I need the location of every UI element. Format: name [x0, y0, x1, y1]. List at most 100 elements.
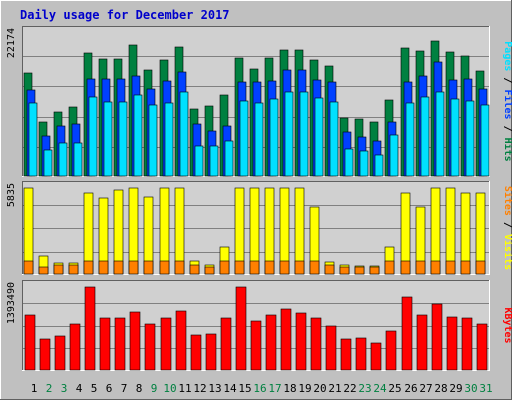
bar-kbytes-day-1: [24, 314, 36, 371]
legend-separator: /: [502, 216, 512, 234]
legend-sites: Sites: [502, 186, 512, 216]
kbytes-panel: 1393490 KBytes: [6, 280, 512, 371]
bar-pages-day-1: [28, 102, 38, 177]
bar-sites-day-6: [98, 260, 109, 275]
bar-pages-day-26: [405, 102, 415, 177]
x-tick-label-day-22: 22: [343, 382, 356, 395]
x-tick-label-day-13: 13: [208, 382, 221, 395]
bar-sites-day-14: [219, 260, 230, 275]
x-tick-label-day-1: 1: [31, 382, 38, 395]
bar-kbytes-day-21: [325, 325, 337, 371]
bar-kbytes-day-23: [355, 337, 367, 371]
x-tick-label-day-17: 17: [268, 382, 281, 395]
x-tick-label-day-30: 30: [464, 382, 477, 395]
bar-pages-day-30: [465, 100, 475, 177]
bar-sites-day-3: [53, 264, 64, 275]
bar-sites-day-18: [279, 260, 290, 275]
bar-sites-day-10: [159, 260, 170, 275]
x-tick-label-day-24: 24: [373, 382, 387, 395]
bar-pages-day-18: [284, 91, 294, 177]
bar-kbytes-day-20: [310, 317, 322, 371]
bar-kbytes-day-28: [431, 303, 443, 371]
x-tick-label-day-26: 26: [404, 382, 417, 395]
bar-kbytes-day-8: [129, 311, 141, 371]
chart-title: Daily usage for December 2017: [20, 8, 230, 22]
x-tick-label-day-23: 23: [358, 382, 371, 395]
x-tick-label-day-5: 5: [91, 382, 98, 395]
bar-kbytes-day-11: [175, 310, 187, 371]
legend-visits: Visits: [502, 234, 512, 270]
bar-kbytes-day-31: [476, 323, 488, 371]
bar-kbytes-day-27: [416, 314, 428, 371]
x-tick-label-day-15: 15: [238, 382, 251, 395]
bar-kbytes-day-6: [99, 317, 111, 371]
bar-pages-day-15: [239, 100, 249, 177]
bar-kbytes-day-14: [220, 317, 232, 371]
x-tick-label-day-3: 3: [61, 382, 68, 395]
bar-pages-day-29: [450, 98, 460, 177]
bar-kbytes-day-16: [250, 320, 262, 371]
x-tick-label-day-31: 31: [479, 382, 492, 395]
bar-sites-day-4: [68, 264, 79, 275]
bar-kbytes-day-25: [385, 330, 397, 371]
bar-pages-day-8: [133, 94, 143, 177]
x-tick-label-day-25: 25: [388, 382, 401, 395]
bar-pages-day-31: [480, 104, 490, 177]
bar-pages-day-21: [329, 101, 339, 177]
y-tick-label: 22174: [6, 28, 17, 58]
x-tick-label-day-12: 12: [193, 382, 206, 395]
y-tick-label: 1393490: [6, 282, 17, 324]
legend-files: Files: [502, 89, 512, 119]
x-tick-label-day-2: 2: [46, 382, 53, 395]
x-tick-label-day-4: 4: [76, 382, 83, 395]
bar-pages-day-22: [344, 148, 354, 177]
bar-pages-day-28: [435, 91, 445, 177]
bar-pages-day-2: [43, 149, 53, 177]
legend-kbytes: KBytes: [502, 307, 512, 343]
bar-pages-day-19: [299, 91, 309, 177]
bar-kbytes-day-17: [265, 314, 277, 371]
bar-kbytes-day-22: [340, 338, 352, 371]
bar-sites-day-1: [23, 260, 34, 275]
series-pages: [28, 91, 490, 177]
bar-sites-day-20: [309, 260, 320, 275]
bar-kbytes-day-18: [280, 308, 292, 371]
bar-kbytes-day-9: [144, 323, 156, 371]
bar-sites-day-26: [400, 260, 411, 275]
y-axis-legend: Sites / Visits: [502, 186, 512, 270]
bar-pages-day-13: [209, 145, 219, 177]
bar-pages-day-4: [73, 142, 83, 177]
x-tick-label-day-20: 20: [313, 382, 326, 395]
bar-sites-day-7: [113, 260, 124, 275]
bar-kbytes-day-19: [295, 312, 307, 371]
x-tick-label-day-11: 11: [178, 382, 191, 395]
bar-kbytes-day-3: [54, 335, 66, 371]
bar-sites-day-9: [143, 260, 154, 275]
bar-sites-day-13: [204, 266, 215, 275]
bar-sites-day-17: [264, 260, 275, 275]
bar-pages-day-12: [194, 145, 204, 177]
legend-separator: /: [502, 120, 512, 138]
bar-sites-day-29: [445, 260, 456, 275]
bar-kbytes-day-10: [160, 317, 172, 371]
x-tick-label-day-29: 29: [449, 382, 462, 395]
x-tick-label-day-21: 21: [328, 382, 341, 395]
bar-pages-day-23: [359, 150, 369, 177]
bar-kbytes-day-24: [370, 342, 382, 371]
legend-pages: Pages: [502, 41, 512, 71]
bar-sites-day-22: [339, 266, 350, 275]
y-axis-legend: KBytes: [502, 307, 512, 343]
bar-kbytes-day-30: [461, 317, 473, 371]
bar-kbytes-day-5: [84, 286, 96, 371]
legend-hits: Hits: [502, 138, 512, 162]
x-axis-labels: 1 2 3 4 5 6 7 8 9 10 11 12 13 14 15 16 17 18 19 20 21 22 23 24 2…: [31, 382, 493, 395]
series-kbytes: [24, 286, 488, 371]
bar-pages-day-17: [269, 98, 279, 177]
visits-sites-panel: 5835 Sites / Visits: [6, 181, 512, 275]
x-tick-label-day-16: 16: [253, 382, 266, 395]
bar-pages-day-27: [420, 96, 430, 177]
chart-panels: 22174 Pages / Files / Hits 5835 Sites / Vis…: [6, 26, 512, 371]
bar-sites-day-12: [189, 264, 200, 275]
bar-sites-day-23: [354, 266, 365, 275]
